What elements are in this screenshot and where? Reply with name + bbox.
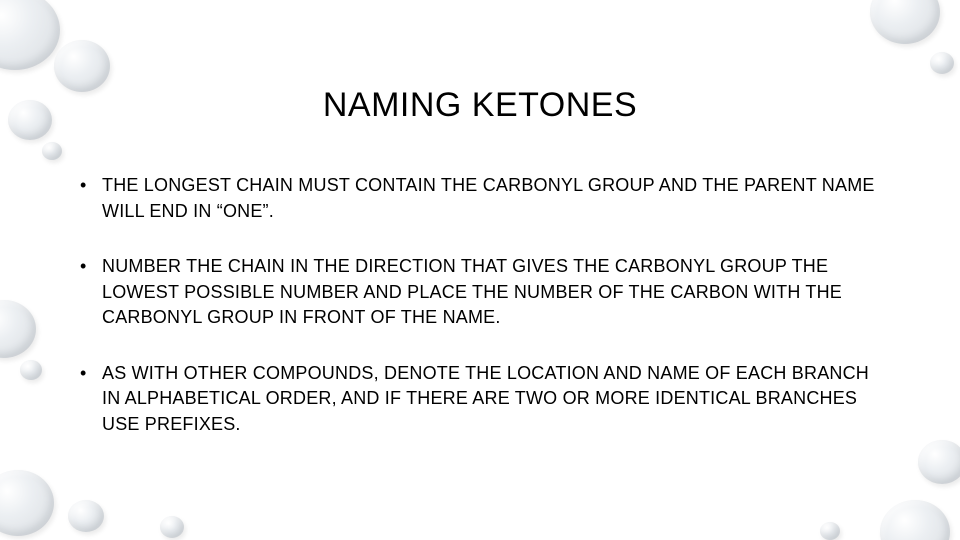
bullet-item: NUMBER THE CHAIN IN THE DIRECTION THAT G…	[72, 254, 888, 331]
bullet-list: THE LONGEST CHAIN MUST CONTAIN THE CARBO…	[0, 173, 960, 437]
bullet-item: AS WITH OTHER COMPOUNDS, DENOTE THE LOCA…	[72, 361, 888, 438]
slide: NAMING KETONES THE LONGEST CHAIN MUST CO…	[0, 0, 960, 540]
slide-title: NAMING KETONES	[0, 0, 960, 173]
bullet-item: THE LONGEST CHAIN MUST CONTAIN THE CARBO…	[72, 173, 888, 224]
